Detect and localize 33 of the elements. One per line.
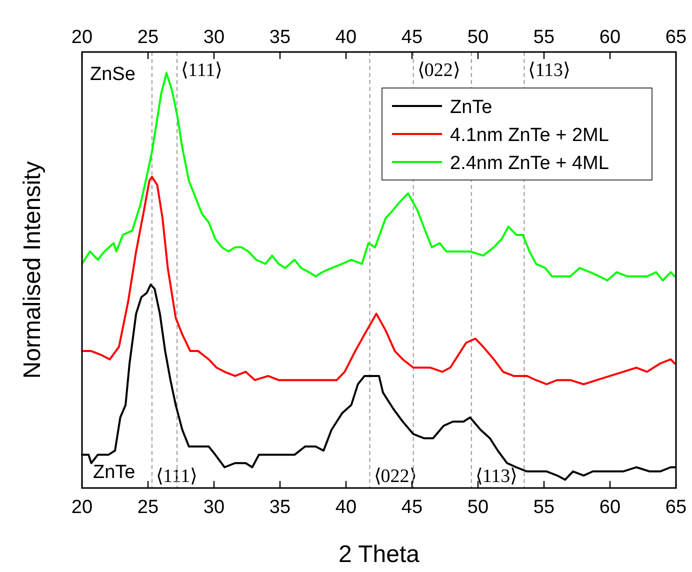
- ref-line-label: ⟨111⟩: [156, 466, 198, 487]
- annotation: ZnSe: [90, 64, 136, 85]
- ref-line-label: ⟨022⟩: [417, 60, 460, 81]
- legend-label: ZnTe: [450, 97, 492, 118]
- x2-tick-label: 25: [137, 27, 159, 48]
- x-tick-label: 40: [335, 497, 357, 518]
- ref-line-label: ⟨022⟩: [374, 466, 416, 487]
- x2-tick-label: 65: [665, 27, 687, 48]
- x2-tick-label: 40: [335, 27, 357, 48]
- legend-label: 2.4nm ZnTe + 4ML: [450, 153, 609, 174]
- ref-line-label: ⟨113⟩: [528, 60, 570, 81]
- x2-tick-label: 60: [599, 27, 621, 48]
- x-tick-label: 20: [71, 497, 93, 518]
- x2-tick-label: 45: [401, 27, 423, 48]
- x2-tick-label: 30: [203, 27, 225, 48]
- x-tick-label: 55: [533, 497, 555, 518]
- ref-line-label: ⟨113⟩: [475, 466, 518, 487]
- legend-label: 4.1nm ZnTe + 2ML: [450, 125, 609, 146]
- y-axis-title: Normalised Intensity: [19, 161, 46, 379]
- x2-tick-label: 35: [269, 27, 291, 48]
- ref-line-label: ⟨111⟩: [181, 60, 222, 81]
- x-tick-label: 65: [665, 497, 687, 518]
- annotation: ZnTe: [93, 462, 136, 483]
- x2-tick-label: 55: [533, 27, 555, 48]
- x-tick-label: 50: [467, 497, 489, 518]
- x-tick-label: 35: [269, 497, 291, 518]
- x-tick-label: 60: [599, 497, 621, 518]
- x-axis-title: 2 Theta: [338, 541, 420, 568]
- x-tick-label: 45: [401, 497, 423, 518]
- x2-tick-label: 50: [467, 27, 489, 48]
- x2-tick-label: 20: [71, 27, 93, 48]
- x-tick-label: 30: [203, 497, 225, 518]
- x-tick-label: 25: [137, 497, 159, 518]
